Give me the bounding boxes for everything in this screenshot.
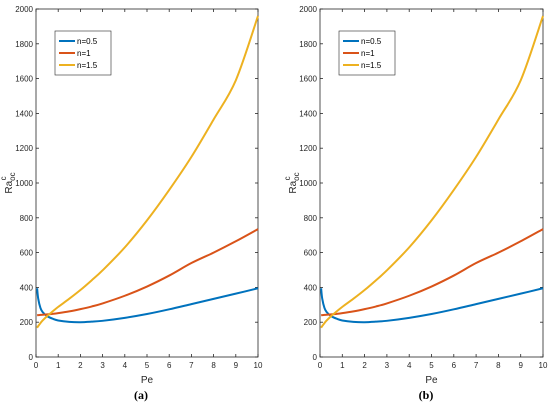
legend-label: n=1 (361, 49, 375, 58)
y-axis-label-sub: oc (8, 172, 17, 180)
x-tick-label: 0 (34, 361, 39, 370)
x-tick-label: 0 (318, 361, 323, 370)
y-tick-label: 1400 (15, 109, 33, 118)
legend-label: n=0.5 (361, 37, 382, 46)
y-tick-label: 2000 (299, 5, 317, 14)
x-tick-label: 7 (189, 361, 194, 370)
y-tick-label: 1600 (299, 75, 317, 84)
y-tick-label: 200 (304, 318, 318, 327)
legend-label: n=1.5 (77, 61, 98, 70)
x-tick-label: 2 (362, 361, 367, 370)
y-axis-label: Raocc (283, 172, 301, 193)
y-tick-label: 600 (20, 249, 34, 258)
chart-panel-b: 0 1 2 3 4 5 6 7 8 9 10 0 200 400 600 800 1000 1200 1400 160… (283, 5, 548, 402)
x-tick-label: 5 (145, 361, 150, 370)
y-tick-label: 1200 (299, 144, 317, 153)
x-tick-label: 9 (518, 361, 523, 370)
legend-label: n=1 (77, 49, 91, 58)
legend: n=0.5 n=1 n=1.5 (338, 30, 396, 76)
y-axis-label-base: Ra (4, 180, 15, 193)
x-tick-label: 6 (452, 361, 457, 370)
y-tick-label: 1600 (15, 75, 33, 84)
series-line-n-1 (320, 228, 544, 317)
y-tick-label: 600 (304, 249, 318, 258)
x-tick-label: 2 (78, 361, 83, 370)
x-tick-label: 8 (496, 361, 501, 370)
x-axis-label: Pe (425, 375, 438, 386)
x-tick-label: 9 (234, 361, 239, 370)
panel-caption: (a) (134, 388, 148, 402)
y-tick-label: 1000 (299, 179, 317, 188)
y-tick-label: 1000 (15, 179, 33, 188)
x-tick-label: 8 (211, 361, 216, 370)
y-axis-label-sup: c (283, 176, 292, 180)
series-line-n-0-5 (36, 287, 259, 324)
y-axis-label: Raocc (0, 172, 17, 193)
y-tick-label: 0 (29, 353, 34, 362)
panel-caption: (b) (419, 388, 434, 402)
x-tick-label: 10 (539, 361, 548, 370)
x-tick-label: 1 (340, 361, 345, 370)
x-tick-label: 4 (123, 361, 128, 370)
x-tick-label: 5 (429, 361, 434, 370)
y-tick-label: 800 (20, 214, 34, 223)
y-tick-label: 400 (20, 283, 34, 292)
y-axis-label-base: Ra (288, 180, 299, 193)
y-tick-label: 1800 (15, 40, 33, 49)
y-tick-label: 800 (304, 214, 318, 223)
y-tick-label: 2000 (15, 5, 33, 14)
x-tick-label: 4 (407, 361, 412, 370)
y-tick-label: 0 (313, 353, 318, 362)
x-tick-label: 10 (254, 361, 263, 370)
legend: n=0.5 n=1 n=1.5 (54, 30, 112, 76)
series-line-n-1-5 (320, 15, 544, 329)
series-line-n-1-5 (36, 15, 259, 329)
x-tick-label: 3 (100, 361, 105, 370)
legend-label: n=1.5 (361, 61, 382, 70)
y-axis-label-sup: c (0, 176, 8, 180)
series-line-n-1 (36, 228, 259, 317)
x-tick-label: 7 (474, 361, 479, 370)
legend-label: n=0.5 (77, 37, 98, 46)
y-tick-label: 400 (304, 283, 318, 292)
x-tick-label: 3 (385, 361, 390, 370)
y-tick-label: 200 (20, 318, 34, 327)
y-axis-label-sub: oc (292, 172, 301, 180)
y-tick-label: 1800 (299, 40, 317, 49)
chart-panel-a: 0 1 2 3 4 5 6 7 8 9 10 0 200 400 600 800 1000 1200 1400 160… (0, 5, 263, 402)
y-tick-label: 1200 (15, 144, 33, 153)
x-axis-label: Pe (141, 375, 154, 386)
y-tick-label: 1400 (299, 109, 317, 118)
series-line-n-0-5 (320, 287, 544, 324)
x-tick-label: 6 (167, 361, 172, 370)
x-tick-label: 1 (56, 361, 61, 370)
